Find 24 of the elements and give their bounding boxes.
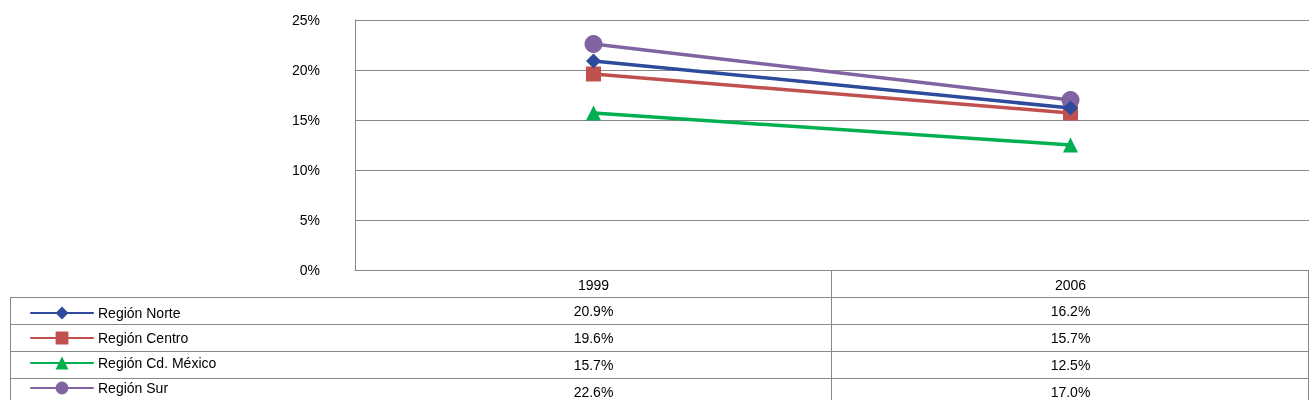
- data-label: 15.7%: [1050, 329, 1091, 346]
- data-label: 15.7%: [573, 356, 614, 373]
- y-tick-label: 15%: [291, 112, 320, 128]
- data-label: 19.6%: [573, 329, 614, 346]
- point: [586, 66, 601, 82]
- y-tick-label: 10%: [291, 162, 320, 178]
- data-label: 12.5%: [1050, 356, 1091, 373]
- legend-label: Región Norte: [98, 305, 181, 321]
- data-label: 17.0%: [1050, 383, 1091, 400]
- x-tick-label: 2006: [1054, 277, 1087, 293]
- y-tick-label: 20%: [291, 62, 320, 78]
- point: [1063, 100, 1078, 116]
- point: [586, 53, 601, 69]
- y-tick-label: 5%: [299, 212, 320, 228]
- legend-label: Región Centro: [98, 330, 189, 346]
- data-label: 22.6%: [573, 383, 614, 400]
- y-tick-label: 25%: [291, 12, 320, 28]
- point: [584, 35, 603, 53]
- data-label: 16.2%: [1050, 302, 1091, 319]
- data-label: 20.9%: [573, 302, 614, 319]
- x-tick-label: 1999: [577, 277, 610, 293]
- legend-label: Región Sur: [98, 380, 169, 396]
- y-tick-label: 0%: [299, 262, 320, 278]
- legend-label: Región Cd. México: [98, 355, 217, 371]
